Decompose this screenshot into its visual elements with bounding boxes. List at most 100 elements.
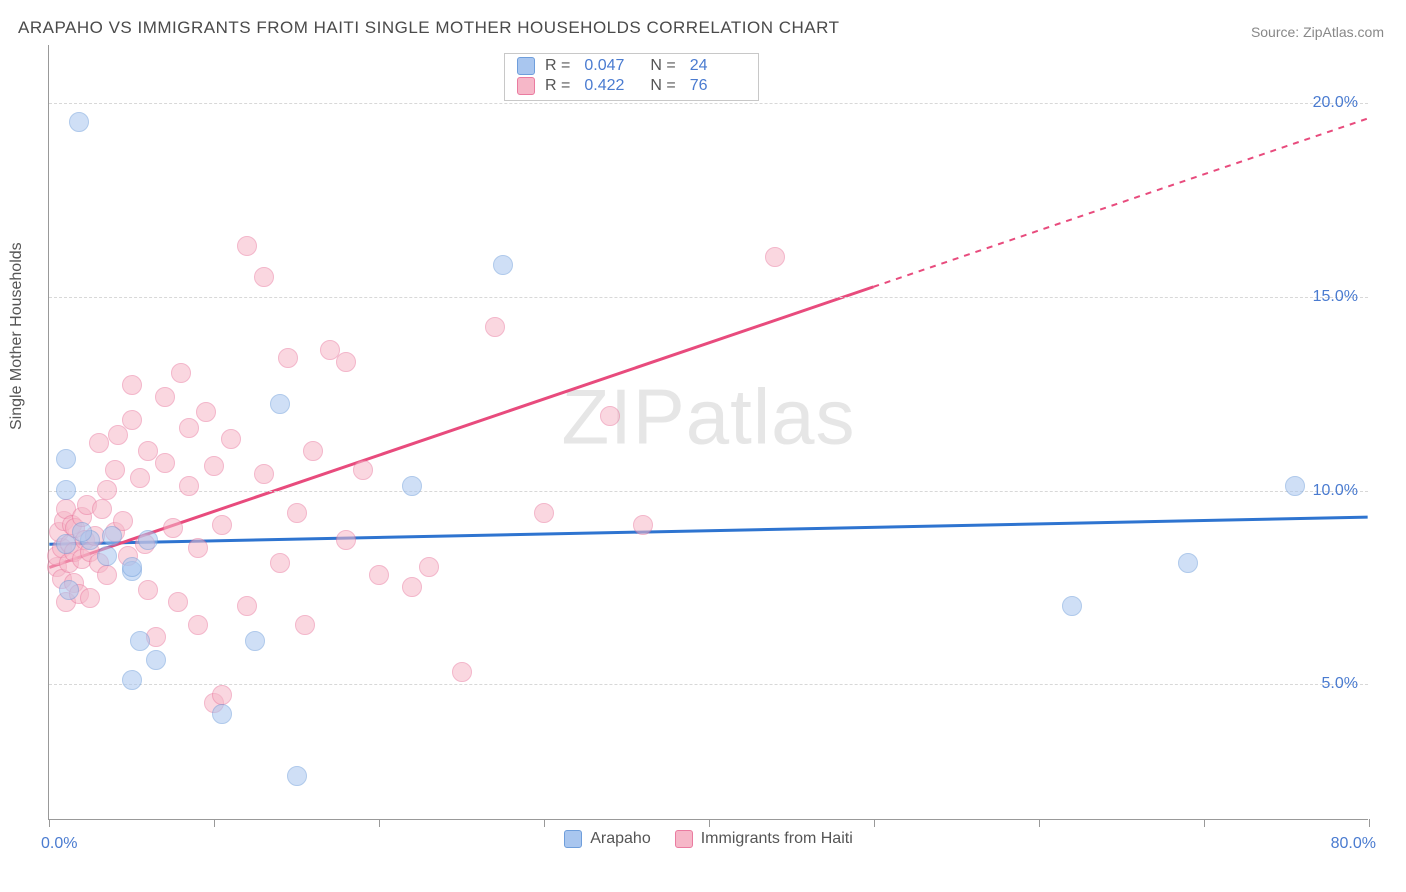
data-point — [633, 515, 653, 535]
data-point — [188, 615, 208, 635]
data-point — [138, 530, 158, 550]
data-point — [97, 546, 117, 566]
data-point — [163, 518, 183, 538]
data-point — [237, 236, 257, 256]
source-label: Source: ZipAtlas.com — [1251, 24, 1384, 40]
data-point — [1062, 596, 1082, 616]
data-point — [303, 441, 323, 461]
data-point — [336, 530, 356, 550]
data-point — [89, 433, 109, 453]
data-point — [196, 402, 216, 422]
legend-n-value: 24 — [690, 57, 746, 75]
data-point — [146, 650, 166, 670]
data-point — [56, 480, 76, 500]
data-point — [600, 406, 620, 426]
gridline-h — [49, 491, 1368, 492]
y-tick-label: 15.0% — [1313, 288, 1358, 306]
data-point — [765, 247, 785, 267]
data-point — [69, 112, 89, 132]
data-point — [72, 522, 92, 542]
gridline-h — [49, 297, 1368, 298]
data-point — [155, 387, 175, 407]
data-point — [270, 394, 290, 414]
data-point — [493, 255, 513, 275]
data-point — [212, 704, 232, 724]
data-point — [336, 352, 356, 372]
data-point — [179, 476, 199, 496]
x-tick — [214, 819, 215, 827]
legend-r-value: 0.422 — [584, 77, 640, 95]
data-point — [92, 499, 112, 519]
legend-swatch — [564, 830, 582, 848]
data-point — [287, 503, 307, 523]
data-point — [221, 429, 241, 449]
data-point — [130, 468, 150, 488]
data-point — [1285, 476, 1305, 496]
data-point — [188, 538, 208, 558]
chart-title: ARAPAHO VS IMMIGRANTS FROM HAITI SINGLE … — [18, 18, 839, 38]
data-point — [171, 363, 191, 383]
data-point — [122, 410, 142, 430]
data-point — [179, 418, 199, 438]
data-point — [97, 480, 117, 500]
data-point — [295, 615, 315, 635]
data-point — [168, 592, 188, 612]
y-tick-label: 20.0% — [1313, 94, 1358, 112]
data-point — [122, 670, 142, 690]
data-point — [419, 557, 439, 577]
legend-stat-row: R = 0.047 N = 24 — [517, 56, 746, 76]
legend-swatch — [517, 57, 535, 75]
data-point — [138, 580, 158, 600]
data-point — [452, 662, 472, 682]
data-point — [212, 515, 232, 535]
data-point — [97, 565, 117, 585]
legend-stat-row: R =0.422N =76 — [517, 76, 746, 96]
data-point — [122, 375, 142, 395]
legend-r-value: 0.047 — [584, 57, 640, 75]
data-point — [254, 267, 274, 287]
legend-item: Arapaho — [564, 830, 651, 848]
y-tick-label: 5.0% — [1322, 675, 1358, 693]
trend-lines-layer — [49, 45, 1368, 819]
x-tick — [1039, 819, 1040, 827]
data-point — [212, 685, 232, 705]
plot-area: ZIPatlas R =0.047N =24R =0.422N =76 5.0%… — [48, 45, 1368, 820]
legend-item: Immigrants from Haiti — [675, 830, 853, 848]
data-point — [402, 577, 422, 597]
data-point — [270, 553, 290, 573]
legend-r-label: R = — [545, 57, 570, 75]
data-point — [1178, 553, 1198, 573]
legend-label: Immigrants from Haiti — [701, 830, 853, 848]
data-point — [56, 449, 76, 469]
data-point — [369, 565, 389, 585]
data-point — [245, 631, 265, 651]
legend-n-value: 76 — [690, 77, 746, 95]
data-point — [353, 460, 373, 480]
legend-n-label: N = — [650, 77, 675, 95]
data-point — [254, 464, 274, 484]
gridline-h — [49, 684, 1368, 685]
data-point — [80, 588, 100, 608]
data-point — [237, 596, 257, 616]
y-tick-label: 10.0% — [1313, 482, 1358, 500]
data-point — [122, 557, 142, 577]
data-point — [59, 580, 79, 600]
legend-n-label: N = — [650, 57, 675, 75]
data-point — [130, 631, 150, 651]
gridline-h — [49, 103, 1368, 104]
x-tick — [1369, 819, 1370, 827]
x-tick — [1204, 819, 1205, 827]
data-point — [102, 526, 122, 546]
data-point — [278, 348, 298, 368]
data-point — [155, 453, 175, 473]
x-tick — [874, 819, 875, 827]
x-tick — [709, 819, 710, 827]
legend-stats: R = 0.047 N = 24R = 0.422 N = 76 — [504, 53, 759, 101]
y-axis-label: Single Mother Households — [8, 242, 26, 430]
legend-bottom: Arapaho Immigrants from Haiti — [49, 830, 1368, 853]
data-point — [287, 766, 307, 786]
x-tick — [379, 819, 380, 827]
legend-swatch — [517, 77, 535, 95]
x-tick — [49, 819, 50, 827]
data-point — [105, 460, 125, 480]
